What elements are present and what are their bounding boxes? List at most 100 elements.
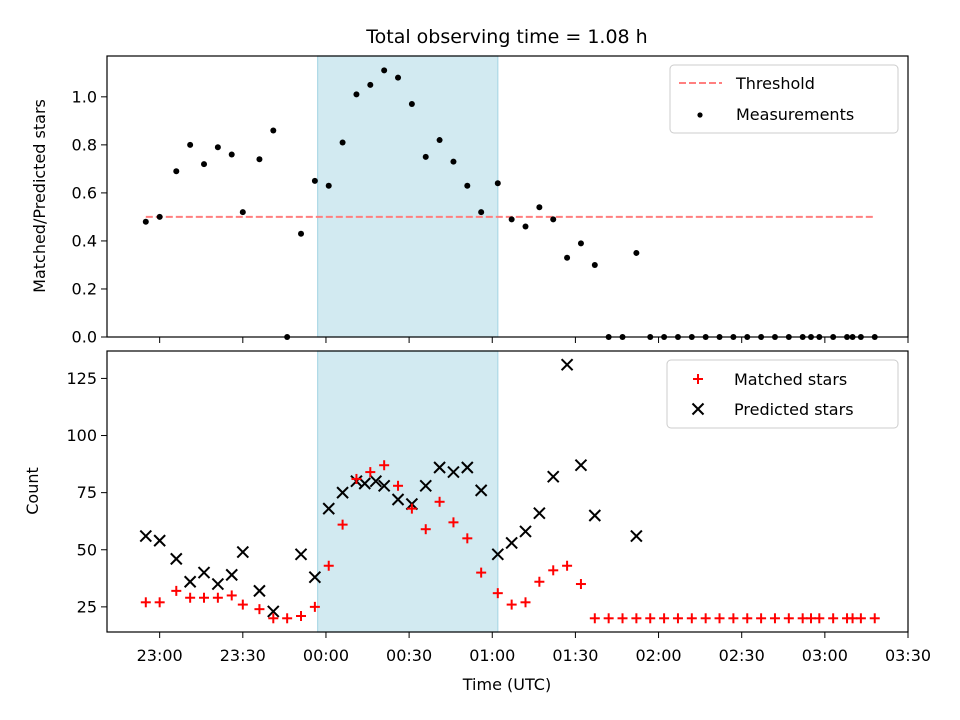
- matched-star-point: [393, 480, 404, 491]
- measurement-point: [142, 218, 149, 225]
- predicted-star-point: [474, 484, 488, 497]
- matched-star-point: [783, 613, 794, 624]
- matched-star-point: [337, 519, 348, 530]
- predicted-star-point: [630, 529, 643, 543]
- bottom-y-ticks: 25 50 75 100 125: [66, 369, 107, 616]
- predicted-star-point: [505, 536, 518, 550]
- measurement-point: [494, 180, 501, 187]
- matched-star-point: [185, 592, 196, 603]
- measurement-point: [339, 139, 346, 146]
- bottom-y-axis-label: Count: [23, 467, 42, 515]
- matched-star-point: [254, 604, 265, 615]
- chart-title: Total observing time = 1.08 h: [365, 26, 647, 48]
- matched-star-point: [212, 592, 223, 603]
- predicted-star-point: [294, 548, 308, 561]
- y-tick-label: 75: [77, 483, 97, 502]
- bottom-axes-frame: [106, 350, 909, 633]
- measurement-point: [187, 141, 194, 148]
- matched-star-point: [631, 613, 642, 624]
- matched-star-point: [562, 560, 573, 571]
- x-tick-label: 03:00: [802, 646, 848, 665]
- predicted-star-point: [547, 470, 560, 483]
- measurement-point: [464, 182, 471, 189]
- top-panel: 0.0 0.2 0.4 0.6 0.8 1.0 Matched/Predicted sta…: [30, 55, 909, 347]
- matched-star-point: [351, 473, 362, 484]
- measurement-point: [239, 209, 246, 216]
- measurement-point: [408, 101, 415, 108]
- matched-star-point: [520, 597, 531, 608]
- matched-star-point: [769, 613, 780, 624]
- matched-star-point: [534, 576, 545, 587]
- measurement-point: [367, 81, 374, 88]
- predicted-star-point: [236, 545, 250, 559]
- bottom-x-ticks: 23:00 23:30 00:00 00:30 01:00 01:30 02:00 02:30…: [137, 632, 931, 665]
- legend-matched-marker: [693, 374, 703, 384]
- measurement-point: [550, 216, 557, 223]
- matched-star-point: [448, 517, 459, 528]
- matched-star-point: [728, 613, 739, 624]
- measurement-point: [214, 144, 221, 151]
- predicted-star-point: [491, 548, 505, 561]
- matched-star-point: [296, 611, 307, 622]
- top-legend: Threshold Measurements: [669, 64, 899, 134]
- matched-star-point: [548, 565, 559, 576]
- measurement-point: [381, 67, 388, 74]
- matched-star-point: [309, 601, 320, 612]
- matched-star-point: [589, 613, 600, 624]
- matched-star-point: [365, 467, 376, 478]
- predicted-star-point: [322, 502, 335, 515]
- measurement-points: [142, 67, 878, 340]
- matched-star-point: [714, 613, 725, 624]
- predicted-star-point: [308, 570, 322, 584]
- predicted-star-point: [461, 461, 474, 474]
- y-tick-label: 25: [77, 597, 97, 616]
- predicted-star-point: [153, 534, 166, 547]
- legend-threshold-label: Threshold: [735, 74, 815, 93]
- y-tick-label: 50: [77, 540, 97, 559]
- observing-span-rect: [317, 350, 499, 633]
- matched-star-point: [742, 613, 753, 624]
- measurement-point: [256, 156, 263, 163]
- matched-star-point: [226, 590, 237, 601]
- matched-star-point: [406, 503, 417, 514]
- y-tick-label: 1.0: [72, 87, 97, 106]
- legend-predicted-swatch: [691, 402, 705, 416]
- matched-star-point: [686, 613, 697, 624]
- measurement-point: [633, 249, 640, 256]
- predicted-star-point: [170, 552, 183, 566]
- matched-star-point: [237, 599, 248, 610]
- matched-star-point: [476, 567, 487, 578]
- measurement-point: [436, 137, 443, 144]
- matched-star-points: [140, 460, 880, 624]
- matched-star-point: [282, 613, 293, 624]
- predicted-star-point: [588, 509, 602, 522]
- predicted-star-point: [336, 486, 349, 499]
- matched-star-point: [828, 613, 839, 624]
- x-tick-label: 23:00: [137, 646, 183, 665]
- matched-star-point: [379, 460, 390, 471]
- observing-span-top: [317, 55, 499, 338]
- matched-star-point: [617, 613, 628, 624]
- predicted-star-point: [533, 506, 546, 520]
- legend-matched-label: Matched stars: [734, 370, 847, 389]
- predicted-star-point: [267, 605, 280, 618]
- x-tick-label: 00:00: [303, 646, 349, 665]
- predicted-star-point: [433, 461, 446, 474]
- legend-predicted-marker: [691, 402, 705, 416]
- matched-star-point: [323, 560, 334, 571]
- x-tick-label: 23:30: [220, 646, 266, 665]
- matched-star-point: [420, 524, 431, 535]
- measurement-point: [478, 209, 485, 216]
- matched-star-point: [171, 585, 182, 596]
- x-tick-label: 01:30: [552, 646, 598, 665]
- matched-star-point: [434, 496, 445, 507]
- top-axes-frame: [106, 55, 909, 338]
- matched-star-point: [603, 613, 614, 624]
- x-tick-label: 02:30: [719, 646, 765, 665]
- matched-star-point: [814, 613, 825, 624]
- y-tick-label: 125: [66, 369, 97, 388]
- measurement-point: [536, 204, 543, 211]
- x-axis-label: Time (UTC): [462, 675, 551, 694]
- measurement-point: [591, 261, 598, 268]
